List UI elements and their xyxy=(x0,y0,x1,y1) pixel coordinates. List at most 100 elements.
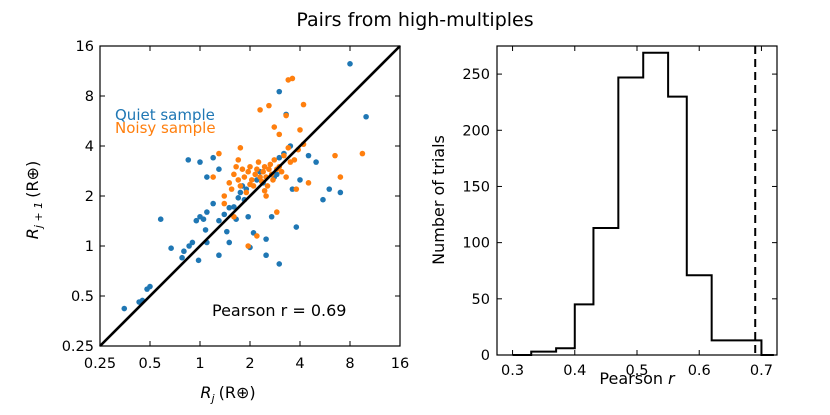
quiet-point xyxy=(179,254,185,261)
quiet-point xyxy=(200,216,207,222)
quiet-point xyxy=(263,252,269,259)
noisy-point xyxy=(247,181,253,188)
noisy-point xyxy=(274,209,280,215)
scatter-x-tick-label: 16 xyxy=(391,356,409,372)
quiet-point xyxy=(157,216,164,222)
quiet-point xyxy=(276,154,283,161)
noisy-point xyxy=(266,102,272,109)
scatter-x-label-main: R xyxy=(200,383,211,402)
quiet-point xyxy=(202,227,209,233)
scatter-x-tick-label: 4 xyxy=(295,356,304,372)
scatter-x-tick-label: 8 xyxy=(345,356,354,372)
quiet-point xyxy=(289,186,296,192)
quiet-point xyxy=(186,243,192,249)
quiet-point xyxy=(245,213,251,220)
histogram-x-label-var: r xyxy=(668,369,676,388)
quiet-point xyxy=(313,159,319,165)
legend-noisy-label: Noisy sample xyxy=(115,119,216,137)
histogram-x-tick-label: 0.5 xyxy=(625,363,648,379)
quiet-point xyxy=(168,245,174,251)
histogram-x-label-main: Pearson xyxy=(599,369,663,388)
noisy-point xyxy=(293,186,300,192)
noisy-point xyxy=(241,174,248,180)
pearson-annotation: Pearson r = 0.69 xyxy=(212,301,346,320)
quiet-point xyxy=(121,305,128,312)
noisy-point xyxy=(257,107,263,113)
quiet-point xyxy=(210,154,216,161)
quiet-point xyxy=(276,261,283,267)
scatter-x-label-unit: (R⊕) xyxy=(219,383,256,402)
noisy-point xyxy=(264,183,271,189)
scatter-axes-frame xyxy=(99,45,401,347)
noisy-point xyxy=(261,163,268,170)
noisy-point xyxy=(210,174,216,180)
noisy-point xyxy=(261,187,268,194)
quiet-point xyxy=(216,252,222,259)
noisy-point xyxy=(221,193,228,199)
noisy-point xyxy=(291,157,298,163)
scatter-y-tick-label: 1 xyxy=(85,239,94,255)
noisy-point xyxy=(270,177,276,183)
legend-quiet-label: Quiet sample xyxy=(115,106,215,124)
scatter-y-tick-label: 0.25 xyxy=(62,339,94,355)
quiet-point xyxy=(204,174,210,180)
histogram-y-label: Number of trials xyxy=(429,135,448,265)
noisy-point xyxy=(235,177,242,183)
noisy-point xyxy=(248,177,255,183)
noisy-point xyxy=(260,168,266,175)
noisy-point xyxy=(332,152,338,159)
noisy-point xyxy=(243,189,250,196)
histogram-y-tick-label: 150 xyxy=(462,179,490,195)
noisy-point xyxy=(231,171,237,178)
noisy-point xyxy=(278,168,285,175)
histogram-step-line xyxy=(512,51,774,356)
quiet-point xyxy=(197,159,203,165)
histogram-x-tick-label: 0.6 xyxy=(688,363,711,379)
quiet-point xyxy=(216,166,222,172)
histogram-ticks: 0.3 0.4 0.5 0.6 0.7 0 50 100 150 200 250 xyxy=(462,46,777,379)
scatter-y-tick-label: 16 xyxy=(76,39,94,55)
quiet-point xyxy=(305,152,312,159)
quiet-point xyxy=(185,157,192,163)
noisy-point xyxy=(252,171,259,178)
noisy-point xyxy=(305,180,312,186)
scatter-x-tick-label: 0.25 xyxy=(84,356,116,372)
quiet-point xyxy=(363,113,369,120)
histogram-x-tick-label: 0.7 xyxy=(750,363,773,379)
histogram-axes-frame xyxy=(496,45,778,356)
quiet-point xyxy=(235,195,242,201)
quiet-point xyxy=(268,213,275,220)
noisy-point xyxy=(281,152,287,159)
noisy-point xyxy=(359,150,366,157)
noisy-point xyxy=(266,166,272,172)
scatter-x-label: Rj (R⊕) xyxy=(200,383,255,405)
noisy-point xyxy=(226,180,233,186)
quiet-point xyxy=(193,217,200,224)
one-to-one-line xyxy=(99,45,401,347)
quiet-point xyxy=(181,248,187,255)
histogram-y-tick-label: 250 xyxy=(462,67,490,83)
quiet-point xyxy=(147,283,153,290)
noisy-point xyxy=(283,112,289,119)
noisy-point xyxy=(255,159,262,165)
noisy-point xyxy=(267,161,274,168)
quiet-point xyxy=(210,200,216,207)
quiet-point xyxy=(216,217,222,224)
quiet-point xyxy=(293,224,300,230)
quiet-point xyxy=(237,189,244,196)
quiet-point xyxy=(189,239,196,246)
noisy-point xyxy=(297,127,303,133)
quiet-point xyxy=(347,61,353,67)
scatter-x-tick-label: 0.5 xyxy=(138,356,161,372)
noisy-point xyxy=(239,166,246,172)
noisy-point xyxy=(285,145,292,151)
noisy-point xyxy=(237,145,244,151)
scatter-y-label-main: R xyxy=(23,228,42,239)
noisy-point xyxy=(254,166,260,172)
noisy-point xyxy=(276,131,283,138)
scatter-x-tick-label: 1 xyxy=(195,356,204,372)
noisy-point xyxy=(221,200,228,207)
